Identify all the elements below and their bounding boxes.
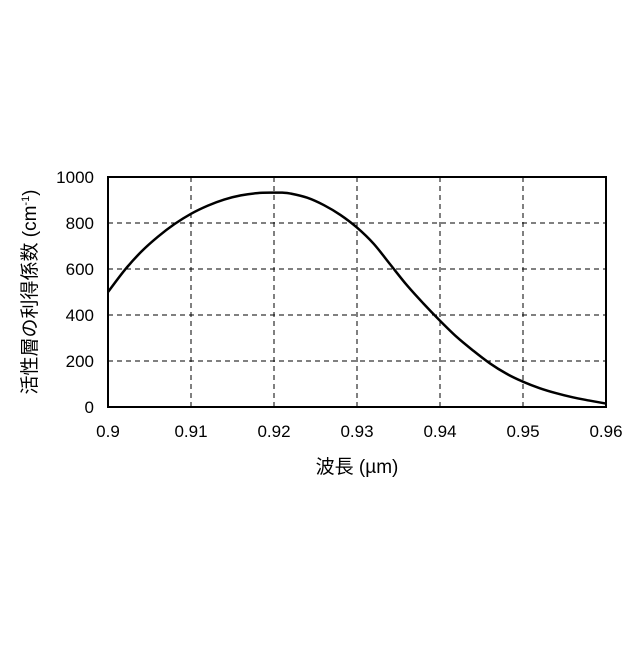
y-tick-label: 200 [66,352,94,371]
plot-area-border [108,177,606,407]
x-tick-label: 0.92 [257,422,290,441]
grid [108,177,606,407]
y-tick-label: 600 [66,260,94,279]
y-axis-title: 活性層の利得係数 (cm-1) [19,189,41,394]
y-axis-title-end: ) [20,189,41,195]
y-axis-title-sup: -1 [20,196,32,206]
x-tick-label: 0.9 [96,422,120,441]
y-tick-label: 800 [66,214,94,233]
x-tick-label: 0.93 [340,422,373,441]
y-axis-title-main: 活性層の利得係数 (cm [19,206,41,395]
x-axis-title: 波長 (µm) [316,456,399,478]
y-tick-labels: 0 200 400 600 800 1000 [56,168,94,417]
y-tick-label: 400 [66,306,94,325]
y-tick-label: 1000 [56,168,94,187]
x-tick-labels: 0.9 0.91 0.92 0.93 0.94 0.95 0.96 [96,422,622,441]
x-tick-label: 0.94 [423,422,456,441]
x-tick-label: 0.91 [174,422,207,441]
x-tick-label: 0.96 [589,422,622,441]
y-tick-label: 0 [85,398,94,417]
x-tick-label: 0.95 [506,422,539,441]
